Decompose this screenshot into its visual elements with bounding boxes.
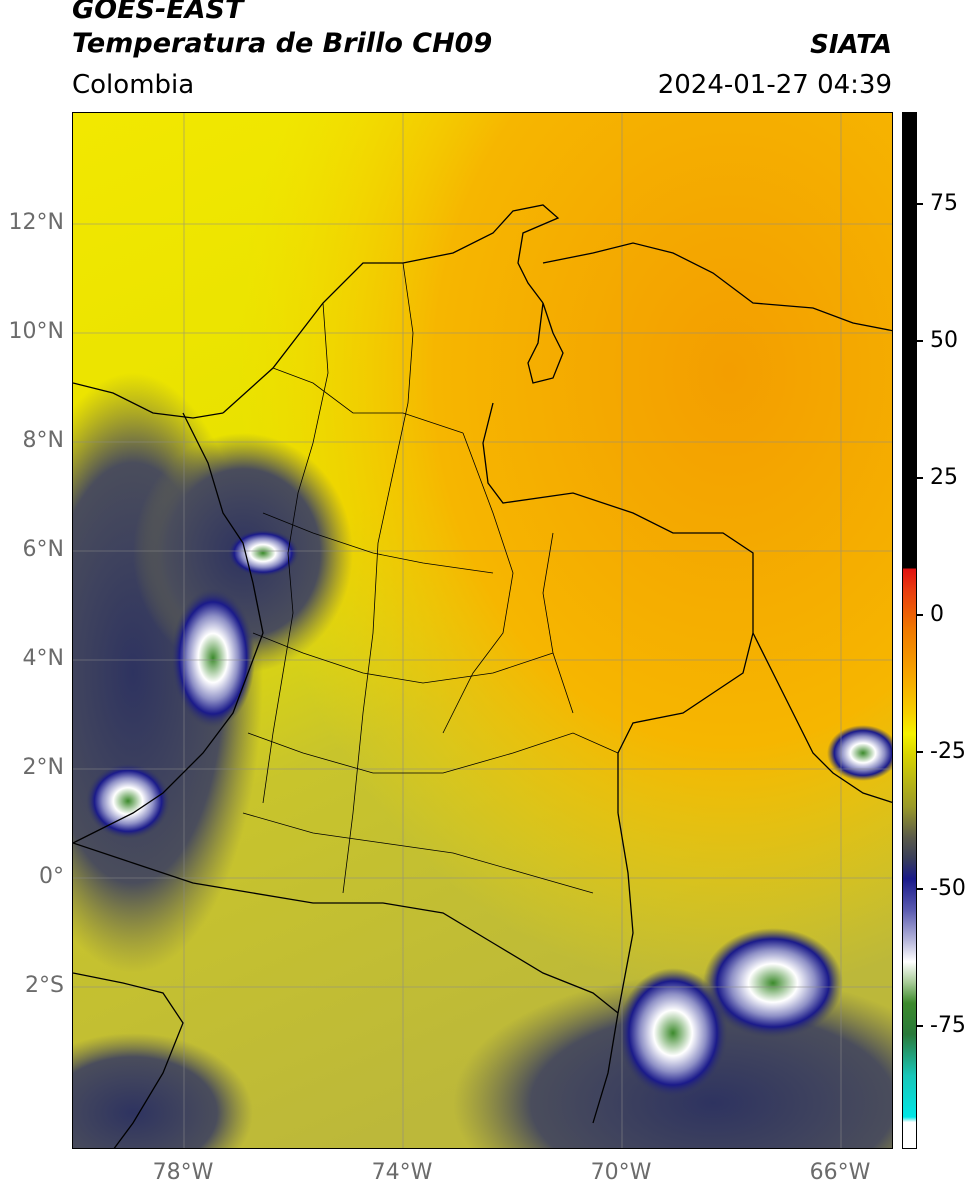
map-canvas [73, 113, 892, 1148]
coastlines-borders [73, 204, 892, 1148]
colorbar-label-m25: -25 [930, 739, 966, 764]
lat-label-4n: 4°N [22, 646, 64, 671]
colorbar-tick-0 [917, 614, 923, 616]
colorbar-tick-25 [917, 477, 923, 479]
colorbar-tick-m25 [917, 751, 923, 753]
lat-label-8n: 8°N [22, 428, 64, 453]
lat-label-6n: 6°N [22, 537, 64, 562]
colorbar [902, 112, 917, 1149]
lat-label-12n: 12°N [8, 210, 64, 235]
region-label: Colombia [72, 70, 195, 100]
title-product: Temperatura de Brillo CH09 [72, 28, 493, 59]
colorbar-tick-75 [917, 203, 923, 205]
lat-label-2s: 2°S [25, 973, 64, 998]
colorbar-label-50: 50 [930, 328, 958, 353]
storm-cell-north [227, 529, 299, 577]
storm-cell-pacific [86, 763, 170, 839]
colorbar-label-0: 0 [930, 602, 944, 627]
title-satellite: GOES-EAST [72, 0, 244, 25]
colorbar-label-m75: -75 [930, 1013, 966, 1038]
colorbar-label-25: 25 [930, 465, 958, 490]
lat-label-10n: 10°N [8, 319, 64, 344]
lon-label-70w: 70°W [590, 1160, 652, 1185]
department-boundaries [242, 262, 619, 894]
lon-label-78w: 78°W [152, 1160, 214, 1185]
colorbar-label-m50: -50 [930, 876, 966, 901]
lon-label-74w: 74°W [371, 1160, 433, 1185]
colorbar-label-75: 75 [930, 191, 958, 216]
lat-label-2n: 2°N [22, 755, 64, 780]
storm-cell-east [703, 928, 843, 1038]
storm-cell-amazon [618, 968, 728, 1098]
timestamp-label: 2024-01-27 04:39 [657, 70, 892, 100]
storm-cell-coast [171, 588, 255, 728]
storm-cell-venezuela [827, 725, 892, 781]
southwest-cloud [73, 1033, 253, 1148]
colorbar-tick-50 [917, 340, 923, 342]
lon-label-66w: 66°W [809, 1160, 871, 1185]
organization-label: SIATA [810, 30, 892, 60]
colorbar-tick-m50 [917, 888, 923, 890]
lat-label-0: 0° [39, 864, 64, 889]
colorbar-tick-m75 [917, 1025, 923, 1027]
satellite-map[interactable] [72, 112, 893, 1149]
